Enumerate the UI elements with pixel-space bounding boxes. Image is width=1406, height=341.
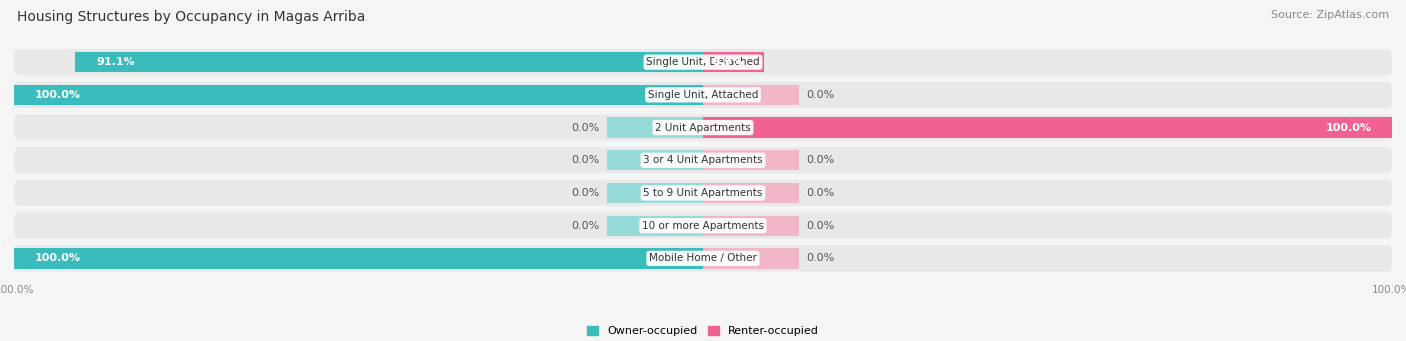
- FancyBboxPatch shape: [14, 212, 1392, 239]
- FancyBboxPatch shape: [14, 115, 1392, 140]
- Text: 2 Unit Apartments: 2 Unit Apartments: [655, 122, 751, 133]
- Text: Single Unit, Attached: Single Unit, Attached: [648, 90, 758, 100]
- Text: Single Unit, Detached: Single Unit, Detached: [647, 57, 759, 67]
- Text: 0.0%: 0.0%: [807, 155, 835, 165]
- Text: 0.0%: 0.0%: [807, 221, 835, 231]
- Text: 8.9%: 8.9%: [713, 57, 744, 67]
- Bar: [703, 183, 800, 203]
- Bar: [606, 183, 703, 203]
- FancyBboxPatch shape: [14, 180, 1392, 206]
- Text: 91.1%: 91.1%: [96, 57, 135, 67]
- Text: 100.0%: 100.0%: [35, 253, 80, 263]
- Text: 0.0%: 0.0%: [807, 90, 835, 100]
- FancyBboxPatch shape: [14, 49, 1392, 75]
- FancyBboxPatch shape: [14, 147, 1392, 173]
- Bar: [606, 117, 703, 138]
- Bar: [703, 248, 800, 268]
- Text: 5 to 9 Unit Apartments: 5 to 9 Unit Apartments: [644, 188, 762, 198]
- Bar: [703, 216, 800, 236]
- Bar: [14, 85, 703, 105]
- FancyBboxPatch shape: [14, 245, 1392, 271]
- Text: 0.0%: 0.0%: [571, 221, 599, 231]
- Text: 0.0%: 0.0%: [807, 188, 835, 198]
- Bar: [703, 117, 1392, 138]
- Legend: Owner-occupied, Renter-occupied: Owner-occupied, Renter-occupied: [582, 322, 824, 341]
- FancyBboxPatch shape: [14, 82, 1392, 108]
- Text: 100.0%: 100.0%: [1326, 122, 1371, 133]
- Text: 0.0%: 0.0%: [571, 122, 599, 133]
- Bar: [703, 52, 765, 72]
- Text: Mobile Home / Other: Mobile Home / Other: [650, 253, 756, 263]
- Bar: [703, 85, 800, 105]
- Text: 0.0%: 0.0%: [571, 188, 599, 198]
- Text: 3 or 4 Unit Apartments: 3 or 4 Unit Apartments: [643, 155, 763, 165]
- Bar: [606, 216, 703, 236]
- Text: 100.0%: 100.0%: [35, 90, 80, 100]
- Text: Housing Structures by Occupancy in Magas Arriba: Housing Structures by Occupancy in Magas…: [17, 10, 366, 24]
- Text: 10 or more Apartments: 10 or more Apartments: [643, 221, 763, 231]
- Text: 0.0%: 0.0%: [571, 155, 599, 165]
- Text: 0.0%: 0.0%: [807, 253, 835, 263]
- Bar: [703, 150, 800, 170]
- Text: Source: ZipAtlas.com: Source: ZipAtlas.com: [1271, 10, 1389, 20]
- Bar: [76, 52, 703, 72]
- Bar: [14, 248, 703, 268]
- Bar: [606, 150, 703, 170]
